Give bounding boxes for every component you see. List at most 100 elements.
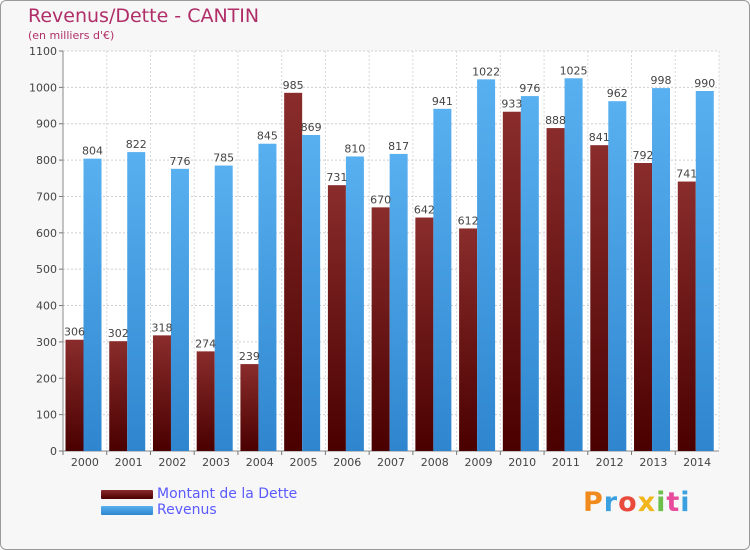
data-label-dette: 642 [414,204,435,217]
data-label-revenus: 1025 [560,64,588,77]
logo-letter: o [618,487,638,518]
data-label-revenus: 962 [607,87,628,100]
bar-revenus [477,79,496,451]
logo-letter: x [637,487,657,518]
bar-dette [240,364,259,451]
legend-label-revenus: Revenus [157,502,217,518]
x-tick-label: 2003 [202,456,230,469]
bar-revenus [652,88,671,451]
bar-revenus [520,96,539,451]
bar-revenus [608,101,627,451]
bar-revenus [258,143,277,451]
bar-revenus [214,165,233,451]
data-label-dette: 985 [283,79,304,92]
data-label-revenus: 776 [169,155,190,168]
bar-dette [502,111,521,452]
bar-revenus [433,108,452,452]
bar-revenus [127,152,146,451]
data-label-dette: 274 [195,337,216,350]
bar-dette [65,339,84,451]
x-tick-label: 2002 [158,456,186,469]
logo-letter: t [666,487,681,518]
x-tick-label: 2001 [115,456,143,469]
proxiti-logo: Proxiti [583,487,691,518]
bar-dette [196,351,215,451]
legend-swatch-revenus [101,506,153,515]
y-tick-label: 800 [36,154,57,167]
bar-revenus [695,91,714,451]
y-tick-label: 300 [36,336,57,349]
data-label-revenus: 998 [651,74,672,87]
data-label-revenus: 785 [213,152,234,165]
x-tick-label: 2013 [639,456,667,469]
bar-dette [415,217,434,451]
data-label-dette: 741 [676,168,697,181]
chart-title: Revenus/Dette - CANTIN [28,5,260,27]
data-label-dette: 670 [370,193,391,206]
logo-letter: i [656,487,667,518]
bar-dette [284,92,303,452]
bar-revenus [389,153,408,451]
data-label-dette: 792 [633,149,654,162]
data-label-revenus: 810 [344,142,365,155]
bar-revenus [345,156,364,452]
data-label-revenus: 804 [82,145,103,158]
y-tick-label: 400 [36,300,57,313]
bar-dette [546,128,565,451]
y-tick-label: 0 [50,445,57,458]
bar-dette [677,181,696,451]
x-tick-label: 2010 [508,456,536,469]
y-tick-label: 100 [36,409,57,422]
y-tick-label: 1000 [29,81,57,94]
data-label-revenus: 990 [694,77,715,90]
logo-letter: P [583,487,604,518]
bar-revenus [564,78,583,451]
y-tick-label: 600 [36,227,57,240]
bar-revenus [83,158,102,452]
bar-revenus [302,135,321,451]
data-label-revenus: 1022 [472,65,500,78]
bar-dette [590,145,609,451]
data-label-dette: 841 [589,131,610,144]
legend-label-dette: Montant de la Dette [157,486,298,502]
data-label-dette: 318 [151,321,172,334]
logo-letter: i [680,487,691,518]
data-label-revenus: 869 [301,121,322,134]
bar-dette [327,185,346,451]
legend-swatch-dette [101,490,153,499]
bar-dette [371,207,390,451]
data-label-revenus: 822 [126,138,147,151]
bar-dette [634,163,653,451]
data-label-dette: 933 [501,98,522,111]
x-tick-label: 2008 [421,456,449,469]
data-label-revenus: 817 [388,140,409,153]
data-label-dette: 302 [108,327,129,340]
x-tick-label: 2004 [246,456,274,469]
label-layer: 0 100 200 300 400 500 600 700 800 900 1000 1100 2000… [29,45,715,469]
x-tick-label: 2007 [377,456,405,469]
data-label-dette: 612 [458,214,479,227]
x-tick-label: 2006 [333,456,361,469]
x-tick-label: 2009 [464,456,492,469]
chart-subtitle: (en milliers d'€) [28,29,115,42]
bar-revenus [170,168,189,451]
data-label-revenus: 976 [519,82,540,95]
y-tick-label: 500 [36,263,57,276]
bar-dette [109,341,128,451]
data-label-revenus: 941 [432,95,453,108]
data-label-dette: 306 [64,326,85,339]
data-label-dette: 239 [239,350,260,363]
data-label-revenus: 845 [257,130,278,143]
y-tick-label: 900 [36,118,57,131]
x-tick-label: 2011 [552,456,580,469]
y-tick-label: 700 [36,190,57,203]
bar-dette [459,228,478,451]
x-tick-label: 2014 [683,456,711,469]
x-tick-label: 2000 [71,456,99,469]
logo-letter: r [603,487,619,518]
y-tick-label: 200 [36,372,57,385]
data-label-dette: 888 [545,114,566,127]
x-tick-label: 2012 [596,456,624,469]
